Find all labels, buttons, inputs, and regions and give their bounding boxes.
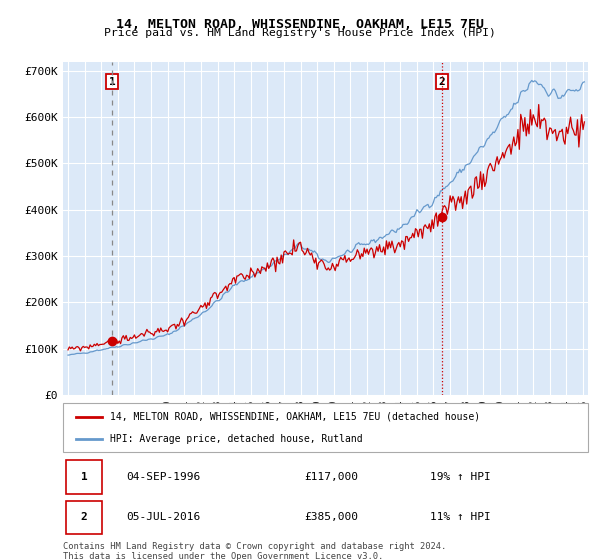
FancyBboxPatch shape bbox=[65, 501, 103, 534]
Text: 05-JUL-2016: 05-JUL-2016 bbox=[126, 512, 200, 522]
Text: 2: 2 bbox=[80, 512, 88, 522]
Text: 14, MELTON ROAD, WHISSENDINE, OAKHAM, LE15 7EU (detached house): 14, MELTON ROAD, WHISSENDINE, OAKHAM, LE… bbox=[110, 412, 481, 422]
Text: 04-SEP-1996: 04-SEP-1996 bbox=[126, 472, 200, 482]
Text: 19% ↑ HPI: 19% ↑ HPI bbox=[431, 472, 491, 482]
Text: Contains HM Land Registry data © Crown copyright and database right 2024.
This d: Contains HM Land Registry data © Crown c… bbox=[63, 542, 446, 560]
Text: £117,000: £117,000 bbox=[305, 472, 359, 482]
Text: 11% ↑ HPI: 11% ↑ HPI bbox=[431, 512, 491, 522]
FancyBboxPatch shape bbox=[65, 460, 103, 494]
Text: 2: 2 bbox=[439, 77, 445, 87]
FancyBboxPatch shape bbox=[63, 403, 588, 452]
Text: HPI: Average price, detached house, Rutland: HPI: Average price, detached house, Rutl… bbox=[110, 434, 363, 444]
Text: Price paid vs. HM Land Registry's House Price Index (HPI): Price paid vs. HM Land Registry's House … bbox=[104, 28, 496, 38]
Text: £385,000: £385,000 bbox=[305, 512, 359, 522]
Text: 1: 1 bbox=[80, 472, 88, 482]
Text: 1: 1 bbox=[109, 77, 116, 87]
Text: 14, MELTON ROAD, WHISSENDINE, OAKHAM, LE15 7EU: 14, MELTON ROAD, WHISSENDINE, OAKHAM, LE… bbox=[116, 18, 484, 31]
